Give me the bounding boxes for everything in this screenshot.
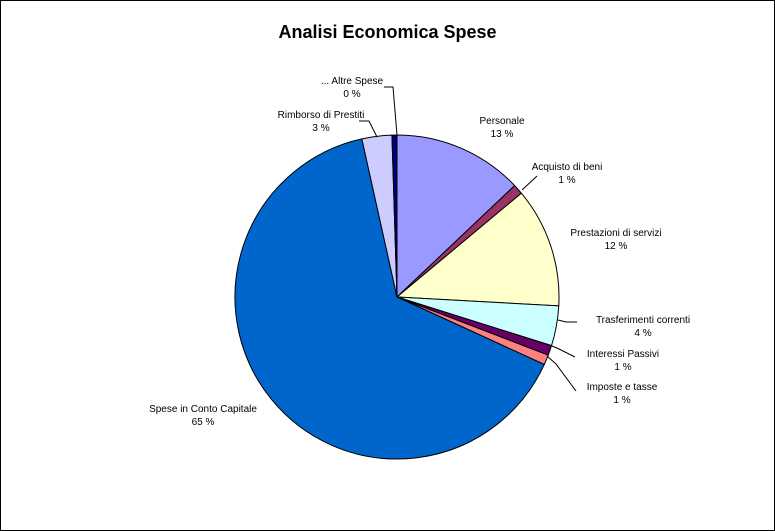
- slice-label-prestazioni-di-servizi: Prestazioni di servizi: [570, 228, 661, 239]
- slice-percent-prestazioni-di-servizi: 12 %: [605, 241, 628, 252]
- leader-lines: [359, 86, 577, 392]
- leader-line-rimborso-di-prestiti: [359, 120, 378, 138]
- leader-line-acquisto-di-beni: [521, 175, 538, 191]
- pie-slice-personale: [396, 134, 516, 298]
- leader-line-interessi-passivi: [551, 345, 576, 358]
- slice-label-acquisto-di-beni: Acquisto di beni: [532, 162, 603, 173]
- slice-percent-acquisto-di-beni: 1 %: [558, 175, 575, 186]
- slice-percent-altre-spese: 0 %: [343, 89, 360, 100]
- leader-line-altre-spese: [384, 86, 398, 136]
- slice-percent-personale: 13 %: [491, 129, 514, 140]
- pie-slice-spese-in-conto-capitale: [234, 138, 545, 460]
- slice-percent-trasferimenti-correnti: 4 %: [634, 328, 651, 339]
- slice-percent-interessi-passivi: 1 %: [614, 362, 631, 373]
- chart-title: Analisi Economica Spese: [278, 22, 497, 42]
- slice-label-trasferimenti-correnti: Trasferimenti correnti: [596, 315, 690, 326]
- slice-percent-rimborso-di-prestiti: 3 %: [312, 123, 329, 134]
- slice-label-interessi-passivi: Interessi Passivi: [587, 349, 659, 360]
- pie-slice-prestazioni-di-servizi: [396, 192, 560, 307]
- slice-label-rimborso-di-prestiti: Rimborso di Prestiti: [278, 110, 365, 121]
- slice-label-altre-spese: ... Altre Spese: [321, 76, 384, 87]
- slice-percent-imposte-e-tasse: 1 %: [613, 395, 630, 406]
- slice-percent-spese-in-conto-capitale: 65 %: [192, 417, 215, 428]
- slice-label-spese-in-conto-capitale: Spese in Conto Capitale: [149, 404, 257, 415]
- leader-line-imposte-e-tasse: [546, 355, 577, 392]
- pie-slices: [234, 134, 560, 460]
- slice-label-imposte-e-tasse: Imposte e tasse: [587, 382, 658, 393]
- slice-labels: Personale 13 % Acquisto di beni 1 % Prestazi…: [149, 76, 690, 428]
- leader-line-trasferimenti-correnti: [557, 319, 577, 323]
- slice-label-personale: Personale: [479, 116, 524, 127]
